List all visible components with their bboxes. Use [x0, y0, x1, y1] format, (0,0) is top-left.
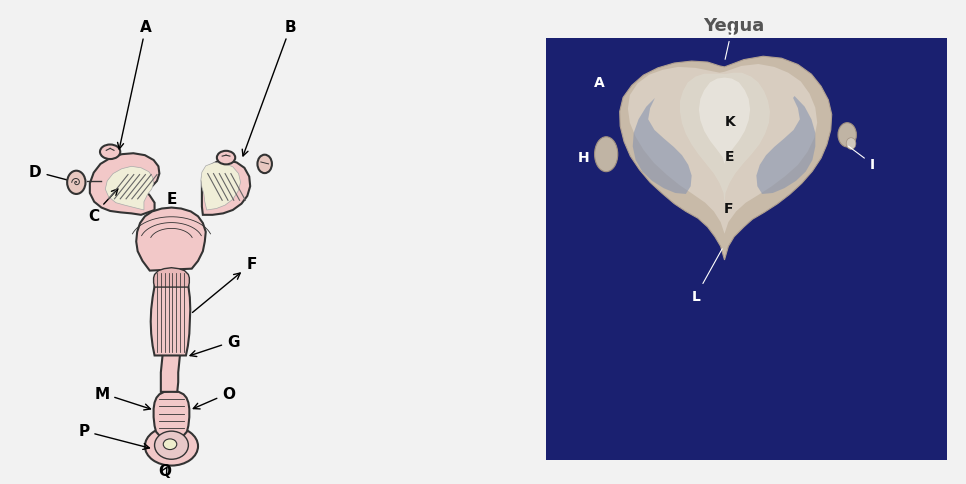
Text: P: P: [78, 424, 150, 450]
Polygon shape: [160, 353, 180, 392]
Polygon shape: [201, 163, 241, 211]
Text: Yegua: Yegua: [703, 17, 765, 35]
Polygon shape: [633, 97, 692, 195]
Text: F: F: [724, 202, 733, 216]
Ellipse shape: [145, 427, 198, 466]
Ellipse shape: [155, 431, 188, 459]
Polygon shape: [136, 208, 206, 271]
Text: M: M: [95, 386, 151, 410]
Polygon shape: [90, 154, 159, 215]
Polygon shape: [202, 161, 250, 215]
Text: O: O: [193, 386, 235, 409]
Ellipse shape: [257, 155, 272, 174]
Polygon shape: [154, 391, 189, 438]
Text: F: F: [192, 257, 257, 313]
Text: E: E: [724, 150, 734, 164]
Ellipse shape: [68, 171, 86, 195]
Text: K: K: [724, 115, 735, 129]
Text: C: C: [88, 190, 118, 223]
Text: A: A: [594, 76, 605, 90]
Text: I: I: [848, 147, 874, 171]
Polygon shape: [628, 65, 817, 234]
Text: Q: Q: [158, 463, 171, 478]
FancyBboxPatch shape: [546, 39, 947, 460]
Ellipse shape: [100, 145, 121, 160]
Polygon shape: [154, 268, 189, 287]
Polygon shape: [680, 74, 770, 204]
Text: A: A: [118, 19, 152, 150]
Polygon shape: [105, 167, 154, 211]
Ellipse shape: [838, 123, 857, 148]
Ellipse shape: [217, 151, 236, 165]
Polygon shape: [151, 266, 190, 356]
Ellipse shape: [846, 138, 856, 150]
Text: D: D: [29, 165, 73, 182]
Polygon shape: [699, 78, 751, 165]
Polygon shape: [756, 97, 815, 195]
Text: H: H: [578, 151, 589, 165]
Text: B: B: [242, 19, 297, 157]
Ellipse shape: [163, 439, 177, 450]
Text: G: G: [190, 334, 240, 357]
Text: J: J: [725, 23, 734, 60]
Text: E: E: [166, 192, 177, 207]
Polygon shape: [620, 57, 832, 260]
Ellipse shape: [594, 137, 618, 172]
Text: L: L: [692, 249, 723, 303]
